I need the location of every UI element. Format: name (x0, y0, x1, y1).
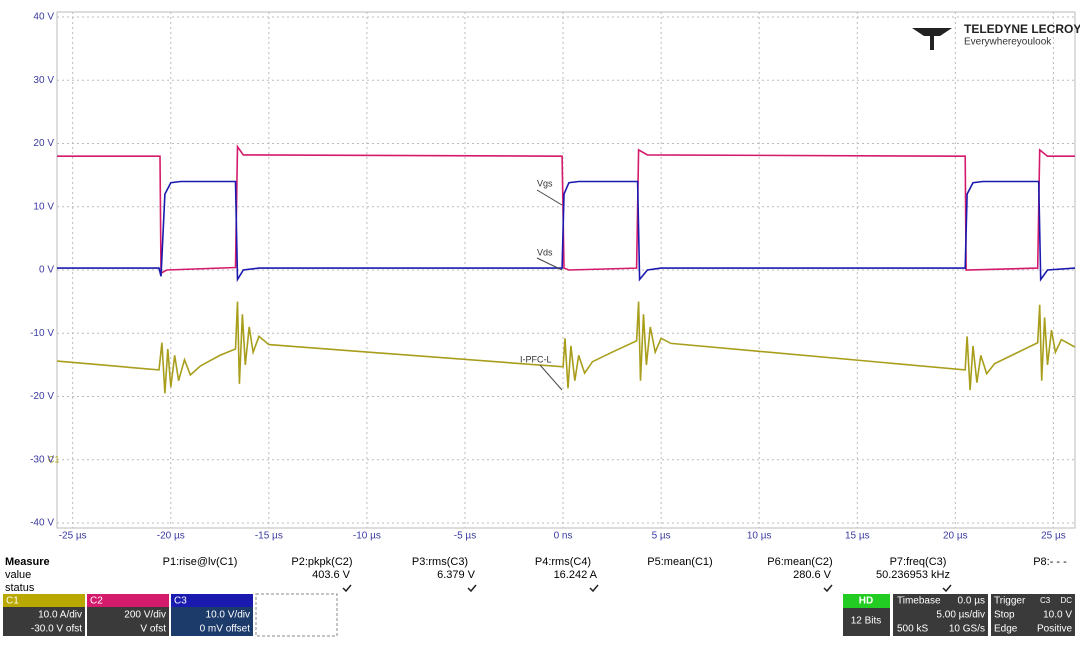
y-tick-label: -40 V (30, 518, 54, 529)
row-label: value (5, 569, 31, 581)
x-tick-label: 5 µs (652, 531, 671, 542)
timebase-box (893, 594, 988, 636)
trace-label: Vds (537, 247, 553, 257)
param-value: 6.379 V (437, 569, 476, 581)
trigger-slope: Positive (1037, 624, 1072, 635)
channel-header (3, 594, 85, 607)
channel-header (171, 594, 253, 607)
logo-brand: TELEDYNE LECROY (964, 22, 1080, 36)
row-label: status (5, 582, 35, 594)
x-tick-label: 20 µs (943, 531, 968, 542)
trace (56, 301, 1076, 394)
channel-id: C1 (6, 596, 19, 607)
y-tick-label: -10 V (30, 328, 54, 339)
trace (57, 180, 1076, 283)
y-tick-label: -30 V (30, 454, 54, 465)
status-check (823, 584, 833, 593)
trigger-title: Trigger (994, 596, 1026, 607)
channel-offset: V ofst (140, 624, 166, 635)
timebase-rate: 10 GS/s (949, 624, 985, 635)
x-tick-label: -10 µs (353, 531, 381, 542)
trigger-source: C3 (1040, 596, 1051, 605)
trigger-type: Edge (994, 624, 1018, 635)
param-name: P5:mean(C1) (647, 556, 712, 568)
y-tick-label: 20 V (33, 138, 54, 149)
param-value: 403.6 V (312, 569, 351, 581)
leader (536, 189, 563, 206)
status-check (342, 584, 352, 593)
trace-label: I-PFC-L (520, 354, 552, 364)
x-tick-label: 0 ns (554, 531, 573, 542)
y-tick-label: -20 V (30, 391, 54, 402)
status-check (942, 584, 952, 593)
channel-offset: 0 mV offset (200, 624, 251, 635)
channel-header (87, 594, 169, 607)
x-tick-label: -15 µs (255, 531, 283, 542)
channel-id: C3 (174, 596, 187, 607)
param-name: P8:- - - (1033, 556, 1067, 568)
channel-scale: 10.0 A/div (38, 610, 82, 621)
timebase-samples: 500 kS (897, 624, 928, 635)
y-tick-label: 40 V (33, 12, 54, 23)
param-name: P1:rise@lv(C1) (163, 556, 238, 568)
trigger-mode: Stop (994, 610, 1015, 621)
y-tick-label: 10 V (33, 201, 54, 212)
param-name: P2:pkpk(C2) (291, 556, 352, 568)
timebase-delay: 0.0 µs (958, 596, 985, 607)
trace-label: Vgs (537, 178, 553, 188)
hd-bits: 12 Bits (851, 616, 882, 627)
trigger-box (991, 594, 1075, 636)
logo-tagline: Everywhereyoulook (964, 37, 1052, 48)
status-check (467, 584, 477, 593)
logo-icon (912, 28, 952, 50)
channel-marker: C1 (48, 454, 60, 464)
empty-slot (255, 593, 338, 637)
param-value: 50.236953 kHz (876, 569, 950, 581)
channel-scale: 200 V/div (124, 610, 166, 621)
x-tick-label: -25 µs (59, 531, 87, 542)
x-tick-label: 15 µs (845, 531, 870, 542)
x-tick-label: 10 µs (747, 531, 772, 542)
trigger-level: 10.0 V (1043, 610, 1072, 621)
channel-offset: -30.0 V ofst (31, 624, 82, 635)
trace (57, 144, 1075, 275)
status-check (589, 584, 599, 593)
param-name: P3:rms(C3) (412, 556, 468, 568)
x-tick-label: 25 µs (1041, 531, 1066, 542)
param-name: P4:rms(C4) (535, 556, 591, 568)
param-value: 280.6 V (793, 569, 832, 581)
timebase-div: 5.00 µs/div (936, 610, 985, 621)
param-name: P6:mean(C2) (767, 556, 832, 568)
y-tick-label: 0 V (39, 265, 54, 276)
plot-frame (56, 11, 1076, 529)
trigger-coupling: DC (1060, 596, 1072, 605)
param-value: 16.242 A (554, 569, 598, 581)
channel-scale: 10.0 V/div (206, 610, 250, 621)
y-tick-label: 30 V (33, 75, 54, 86)
hd-header (843, 594, 890, 608)
hd-label: HD (859, 596, 873, 607)
param-name: P7:freq(C3) (890, 556, 947, 568)
x-tick-label: -20 µs (157, 531, 185, 542)
channel-id: C2 (90, 596, 103, 607)
leader (539, 364, 563, 391)
x-tick-label: -5 µs (454, 531, 476, 542)
timebase-title: Timebase (897, 596, 941, 607)
measure-title: Measure (5, 556, 50, 568)
leader (536, 257, 563, 271)
